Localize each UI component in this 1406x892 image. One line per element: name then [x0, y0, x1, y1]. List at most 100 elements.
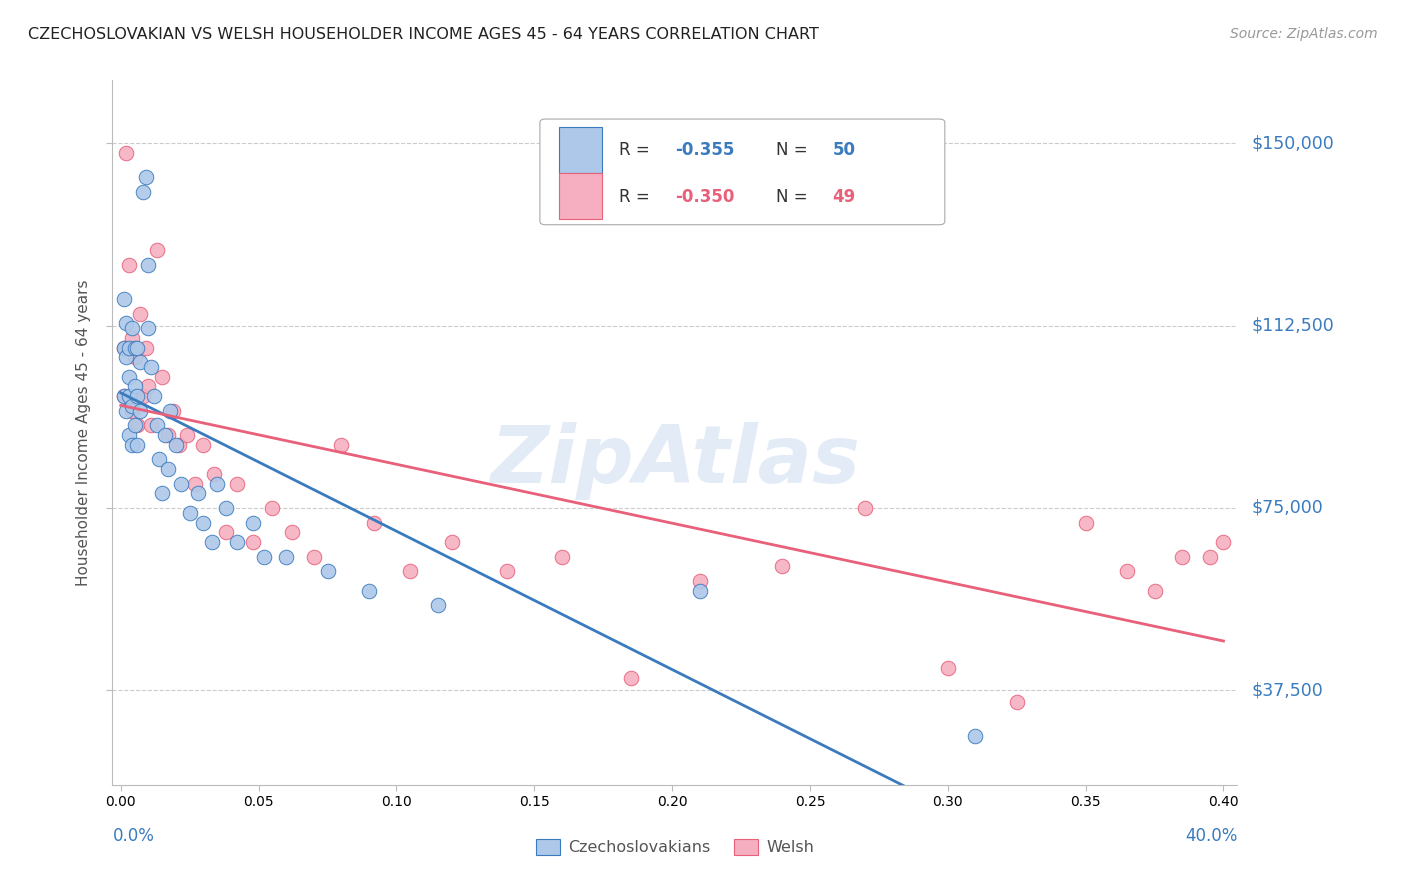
- Point: [162, 403, 184, 417]
- Point: [551, 549, 574, 564]
- Point: [129, 307, 152, 321]
- Point: [124, 341, 146, 355]
- Point: [145, 418, 167, 433]
- Point: [689, 574, 711, 588]
- Point: [115, 403, 138, 417]
- Point: [121, 331, 143, 345]
- Text: R =: R =: [619, 141, 655, 159]
- Point: [262, 500, 284, 515]
- Point: [1005, 695, 1028, 709]
- Point: [121, 438, 143, 452]
- Text: 50: 50: [832, 141, 855, 159]
- Point: [853, 500, 876, 515]
- Point: [142, 389, 165, 403]
- Legend: Czechoslovakians, Welsh: Czechoslovakians, Welsh: [530, 832, 820, 862]
- Point: [121, 403, 143, 417]
- Point: [1212, 535, 1234, 549]
- Text: 40.0%: 40.0%: [1185, 827, 1237, 846]
- Point: [770, 559, 793, 574]
- Point: [276, 549, 298, 564]
- Text: $37,500: $37,500: [1251, 681, 1323, 699]
- Point: [357, 583, 380, 598]
- Point: [184, 476, 207, 491]
- Text: R =: R =: [619, 187, 655, 205]
- Text: $112,500: $112,500: [1251, 317, 1334, 334]
- Point: [118, 389, 141, 403]
- Point: [129, 403, 152, 417]
- Point: [242, 516, 264, 530]
- Point: [167, 438, 190, 452]
- Point: [127, 341, 149, 355]
- Text: ZipAtlas: ZipAtlas: [489, 422, 860, 500]
- Point: [193, 516, 215, 530]
- Point: [136, 321, 159, 335]
- Point: [1198, 549, 1220, 564]
- Point: [112, 341, 135, 355]
- Point: [112, 292, 135, 306]
- Text: N =: N =: [776, 187, 813, 205]
- Point: [187, 486, 209, 500]
- Point: [207, 476, 229, 491]
- Point: [121, 399, 143, 413]
- Point: [225, 476, 247, 491]
- Point: [135, 170, 157, 185]
- Point: [225, 535, 247, 549]
- Bar: [560, 173, 602, 219]
- Point: [330, 438, 353, 452]
- Point: [495, 564, 517, 578]
- Point: [176, 428, 198, 442]
- Point: [139, 418, 162, 433]
- Point: [150, 369, 173, 384]
- Point: [132, 389, 155, 403]
- Point: [112, 389, 135, 403]
- Point: [112, 389, 135, 403]
- Point: [129, 355, 152, 369]
- Point: [965, 730, 987, 744]
- Point: [363, 516, 385, 530]
- Point: [118, 258, 141, 272]
- Point: [201, 535, 224, 549]
- Point: [193, 438, 215, 452]
- Point: [214, 525, 236, 540]
- Point: [1143, 583, 1166, 598]
- Point: [127, 418, 149, 433]
- FancyBboxPatch shape: [540, 119, 945, 225]
- Point: [214, 500, 236, 515]
- Point: [1171, 549, 1194, 564]
- Point: [150, 486, 173, 500]
- Point: [124, 379, 146, 393]
- Point: [165, 438, 187, 452]
- Point: [302, 549, 325, 564]
- Point: [316, 564, 339, 578]
- Point: [139, 359, 162, 374]
- Point: [124, 389, 146, 403]
- Point: [153, 428, 176, 442]
- Point: [115, 341, 138, 355]
- Point: [118, 341, 141, 355]
- Point: [156, 462, 179, 476]
- Point: [121, 321, 143, 335]
- Text: 0.0%: 0.0%: [112, 827, 155, 846]
- Point: [127, 438, 149, 452]
- Point: [440, 535, 463, 549]
- Point: [204, 467, 226, 481]
- Text: CZECHOSLOVAKIAN VS WELSH HOUSEHOLDER INCOME AGES 45 - 64 YEARS CORRELATION CHART: CZECHOSLOVAKIAN VS WELSH HOUSEHOLDER INC…: [28, 27, 818, 42]
- Point: [253, 549, 276, 564]
- Point: [118, 389, 141, 403]
- Point: [115, 146, 138, 161]
- Point: [124, 418, 146, 433]
- Point: [242, 535, 264, 549]
- Point: [115, 316, 138, 330]
- Point: [132, 185, 155, 199]
- Text: $75,000: $75,000: [1251, 499, 1323, 517]
- Point: [426, 598, 449, 612]
- Point: [145, 244, 167, 258]
- Point: [115, 351, 138, 365]
- Point: [136, 258, 159, 272]
- Point: [135, 341, 157, 355]
- Y-axis label: Householder Income Ages 45 - 64 years: Householder Income Ages 45 - 64 years: [76, 279, 91, 586]
- Point: [399, 564, 422, 578]
- Bar: [560, 127, 602, 173]
- Point: [136, 379, 159, 393]
- Point: [620, 671, 643, 685]
